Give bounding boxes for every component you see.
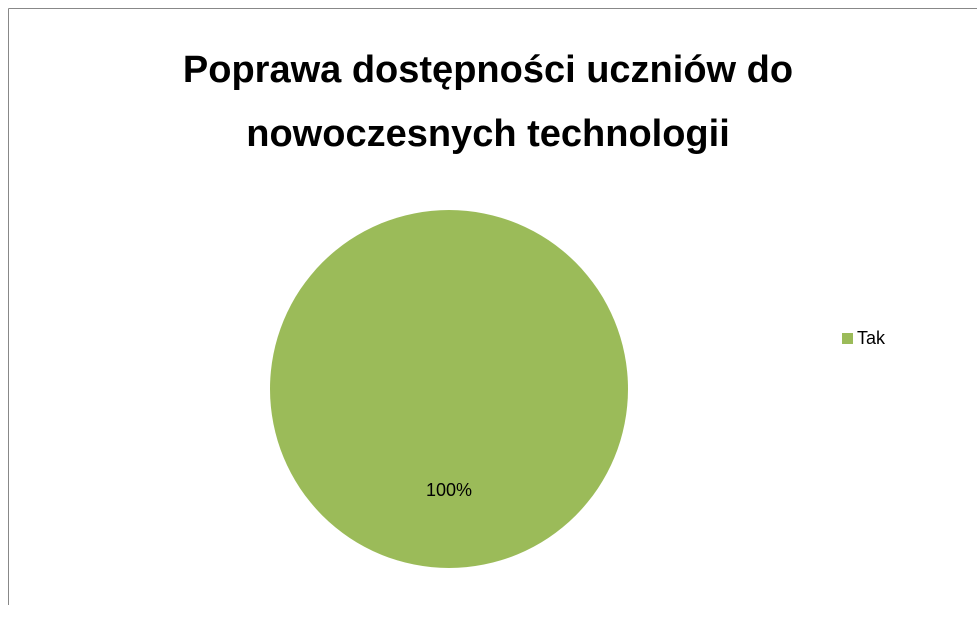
legend-swatch xyxy=(842,333,853,344)
pie-slice xyxy=(270,210,628,568)
chart-title: Poprawa dostępności uczniów do nowoczesn… xyxy=(182,49,794,155)
legend-label: Tak xyxy=(857,328,886,348)
data-label: 100% xyxy=(426,480,472,500)
